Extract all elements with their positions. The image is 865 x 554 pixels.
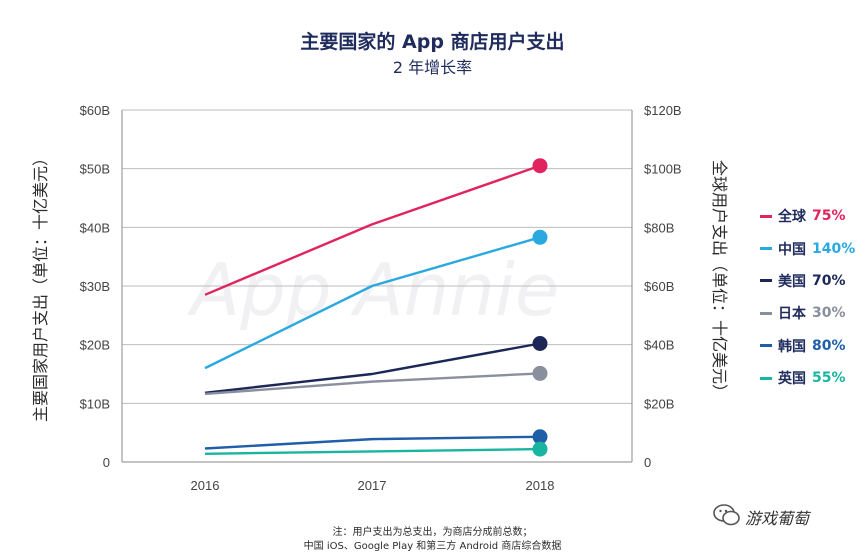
left-axis-title: 主要国家用户支出（单位：十亿美元） — [31, 150, 50, 422]
watermark-label: 游戏葡萄 — [745, 509, 810, 528]
left-tick-label: $50B — [80, 162, 110, 177]
legend-series-name: 韩国 — [778, 338, 806, 355]
left-tick-label: $20B — [80, 338, 110, 353]
data-point-end — [532, 229, 548, 245]
legend-growth-value: 30% — [812, 305, 846, 322]
data-point-end — [532, 158, 548, 174]
left-tick-label: $40B — [80, 220, 110, 235]
legend-item: 韩国 80% — [760, 330, 855, 362]
legend-series-name: 全球 — [778, 209, 806, 226]
wechat-icon — [713, 504, 740, 526]
left-tick-label: $10B — [80, 396, 110, 411]
legend-series-name: 英国 — [778, 371, 806, 388]
legend-growth-value: 70% — [812, 272, 846, 289]
data-point-end — [532, 429, 548, 445]
legend: 全球 75% 中国 140% 美国 70% 日本 30% 韩国 80% 英国 55% — [760, 200, 855, 394]
legend-growth-value: 75% — [812, 208, 846, 225]
data-point-end — [532, 441, 548, 457]
right-tick-label: $80B — [644, 220, 674, 235]
legend-series-name: 美国 — [778, 273, 806, 290]
chart-subtitle: 2 年增长率 — [392, 58, 473, 77]
right-tick-label: 0 — [644, 455, 651, 470]
legend-series-name: 日本 — [778, 306, 806, 323]
legend-swatch — [760, 247, 772, 251]
legend-swatch — [760, 344, 772, 348]
footnote-line-1: 注：用户支出为总支出，为商店分成前总数； — [332, 527, 533, 538]
right-tick-label: $100B — [644, 162, 682, 177]
legend-swatch — [760, 311, 772, 315]
legend-series-name: 中国 — [778, 241, 806, 258]
series-line-日本 — [204, 372, 541, 396]
right-tick-label: $120B — [644, 103, 682, 118]
watermark-logo: App Annie — [187, 248, 559, 332]
legend-item: 英国 55% — [760, 362, 855, 394]
right-axis-title: 全球用户支出（单位：十亿美元） — [710, 160, 729, 400]
chart-title: 主要国家的 App 商店用户支出 — [300, 31, 565, 53]
legend-growth-value: 140% — [812, 240, 856, 257]
legend-growth-value: 55% — [812, 370, 846, 387]
series-line-英国 — [204, 447, 541, 455]
series-line-美国 — [204, 342, 541, 394]
legend-item: 美国 70% — [760, 265, 855, 297]
legend-swatch — [760, 376, 772, 380]
legend-item: 全球 75% — [760, 200, 855, 232]
left-tick-label: 0 — [103, 455, 110, 470]
legend-swatch — [760, 214, 772, 218]
left-tick-label: $30B — [80, 279, 110, 294]
right-tick-label: $20B — [644, 396, 674, 411]
legend-item: 中国 140% — [760, 232, 855, 264]
x-tick-label: 2017 — [358, 478, 387, 493]
right-tick-label: $60B — [644, 279, 674, 294]
legend-swatch — [760, 279, 772, 283]
data-point-end — [532, 365, 548, 381]
data-point-end — [532, 335, 548, 351]
series-line-韩国 — [204, 435, 541, 450]
left-tick-label: $60B — [80, 103, 110, 118]
legend-growth-value: 80% — [812, 337, 846, 354]
footnote-line-2: 中国 iOS、Google Play 和第三方 Android 商店综合数据 — [303, 541, 562, 552]
x-tick-label: 2016 — [191, 478, 220, 493]
legend-item: 日本 30% — [760, 297, 855, 329]
right-tick-label: $40B — [644, 338, 674, 353]
x-tick-label: 2018 — [526, 478, 555, 493]
